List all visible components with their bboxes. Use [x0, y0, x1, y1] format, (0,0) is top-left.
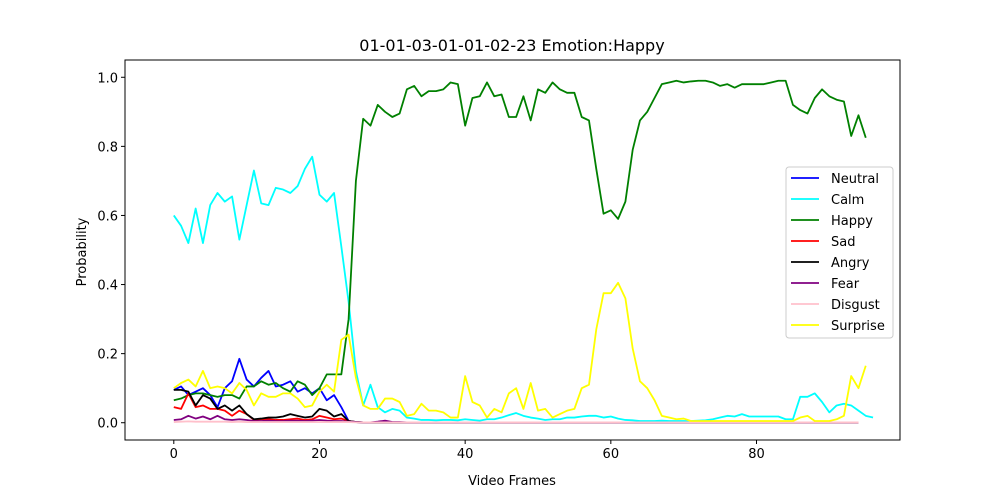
- series-lines: [173, 79, 874, 424]
- legend-box: [785, 166, 894, 339]
- series-line-happy: [173, 79, 867, 402]
- chart-title: 01-01-03-01-01-02-23 Emotion:Happy: [359, 36, 664, 55]
- y-tick-label: 0.0: [97, 417, 118, 432]
- series-line-calm: [173, 155, 874, 422]
- legend: Neutral Calm Happy Sad Angry Fear Disgust Surpr…: [785, 166, 894, 339]
- x-tick-label: 60: [603, 447, 620, 462]
- y-tick-label: 0.8: [97, 140, 118, 155]
- legend-label-fear: Fear: [831, 277, 860, 292]
- legend-label-sad: Sad: [831, 235, 855, 250]
- legend-label-happy: Happy: [831, 214, 873, 229]
- y-tick-label: 0.2: [97, 348, 118, 363]
- legend-label-surprise: Surprise: [831, 319, 885, 334]
- x-axis: 0 20 40 60 80: [170, 440, 765, 462]
- x-tick-label: 20: [311, 447, 328, 462]
- series-line-disgust: [173, 420, 859, 424]
- x-axis-title: Video Frames: [468, 474, 556, 489]
- plot-frame: [124, 59, 901, 441]
- y-tick-label: 0.6: [97, 209, 118, 224]
- x-tick-label: 80: [748, 447, 765, 462]
- x-tick-label: 0: [170, 447, 178, 462]
- y-tick-label: 0.4: [97, 279, 118, 294]
- x-tick-label: 40: [457, 447, 474, 462]
- legend-label-neutral: Neutral: [831, 172, 879, 187]
- y-axis-title: Probability: [75, 217, 90, 286]
- legend-label-calm: Calm: [831, 193, 864, 208]
- y-tick-label: 1.0: [97, 71, 118, 86]
- legend-label-disgust: Disgust: [831, 298, 880, 313]
- series-line-surprise: [173, 281, 867, 422]
- y-axis: 0.0 0.2 0.4 0.6 0.8 1.0: [97, 71, 125, 432]
- legend-label-angry: Angry: [831, 256, 870, 271]
